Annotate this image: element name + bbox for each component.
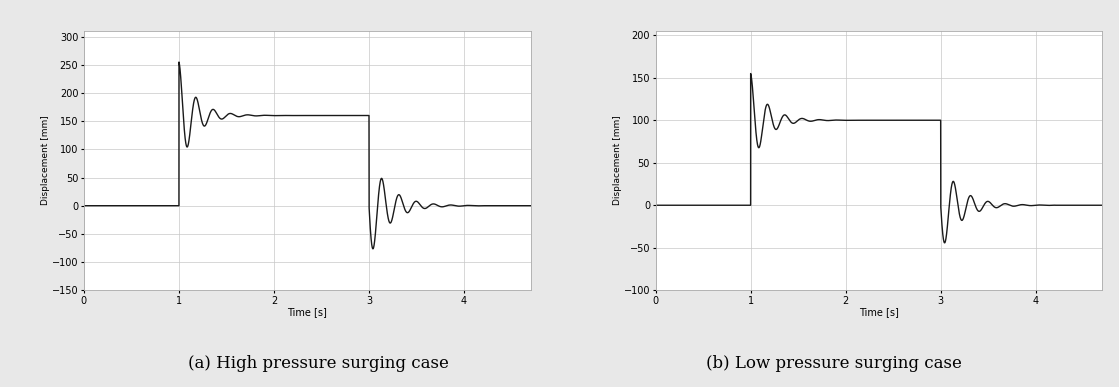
- X-axis label: Time [s]: Time [s]: [859, 307, 899, 317]
- Y-axis label: Displacement [mm]: Displacement [mm]: [613, 116, 622, 205]
- X-axis label: Time [s]: Time [s]: [288, 307, 327, 317]
- Text: (a) High pressure surging case: (a) High pressure surging case: [188, 354, 450, 372]
- Y-axis label: Displacement [mm]: Displacement [mm]: [41, 116, 50, 205]
- Text: (b) Low pressure surging case: (b) Low pressure surging case: [706, 354, 961, 372]
